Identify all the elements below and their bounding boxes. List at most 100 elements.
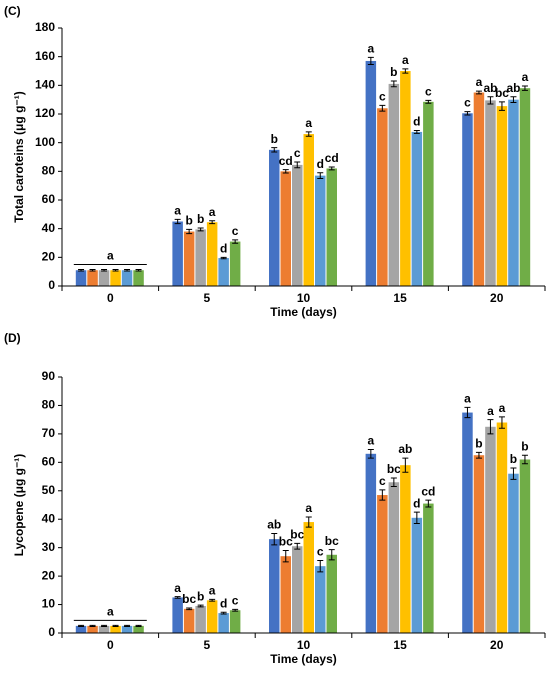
bar xyxy=(365,453,377,633)
group-letter: a xyxy=(107,604,114,618)
bar xyxy=(388,482,400,633)
bar xyxy=(473,455,485,633)
error-bar xyxy=(220,611,227,615)
significance-letter: b xyxy=(185,214,192,228)
significance-letter: c xyxy=(294,146,301,160)
significance-letter: ab xyxy=(267,518,281,532)
error-bar xyxy=(413,129,420,134)
significance-letter: a xyxy=(402,53,409,67)
bar xyxy=(218,258,229,286)
error-bar xyxy=(271,532,278,546)
error-bar xyxy=(510,96,517,104)
bar xyxy=(133,270,144,286)
significance-letter: b xyxy=(475,437,482,451)
significance-letter: c xyxy=(232,224,239,238)
error-bar xyxy=(209,598,216,602)
error-bar xyxy=(186,228,193,235)
y-tick-label: 20 xyxy=(42,568,56,582)
bar xyxy=(87,625,98,633)
bar xyxy=(269,149,280,286)
bar xyxy=(365,60,377,286)
significance-letter: b xyxy=(197,589,204,603)
significance-letter: ab xyxy=(398,442,412,456)
y-tick-label: 80 xyxy=(42,398,56,412)
bar xyxy=(508,99,519,287)
bar xyxy=(388,83,400,287)
bar xyxy=(423,503,434,633)
error-bar xyxy=(135,269,142,272)
significance-letter: ab xyxy=(483,81,497,95)
y-tick-label: 80 xyxy=(42,164,56,178)
error-bar xyxy=(379,104,386,112)
bar xyxy=(292,164,303,286)
bar xyxy=(496,422,508,633)
group-letter: a xyxy=(107,249,114,263)
bar xyxy=(496,106,508,286)
significance-letter: a xyxy=(368,42,375,56)
y-tick-label: 180 xyxy=(35,20,55,34)
significance-letter: d xyxy=(413,115,420,129)
significance-letter: c xyxy=(232,594,239,608)
error-bar xyxy=(294,161,301,169)
bar xyxy=(133,625,144,633)
error-bar xyxy=(464,111,471,116)
error-bar xyxy=(197,227,204,232)
x-tick-label: 0 xyxy=(107,638,114,652)
bar xyxy=(315,175,326,286)
bar xyxy=(377,495,388,633)
x-tick-label: 10 xyxy=(297,638,311,652)
bar xyxy=(485,426,496,633)
x-tick-label: 0 xyxy=(107,291,114,305)
bar xyxy=(280,171,291,286)
significance-letter: a xyxy=(305,501,312,515)
significance-letter: ab xyxy=(506,81,520,95)
significance-letter: bc xyxy=(325,534,339,548)
bar xyxy=(121,270,133,286)
error-bar xyxy=(328,166,335,171)
error-bar xyxy=(232,239,239,244)
significance-letter: bc xyxy=(387,462,401,476)
bar xyxy=(462,412,473,633)
bar xyxy=(292,546,303,633)
error-bar xyxy=(78,624,85,627)
significance-letter: a xyxy=(305,116,312,130)
y-tick-label: 60 xyxy=(42,192,56,206)
error-bar xyxy=(305,516,312,528)
error-bar xyxy=(197,604,204,608)
y-tick-label: 20 xyxy=(42,250,56,264)
error-bar xyxy=(112,269,119,272)
significance-letter: a xyxy=(209,205,216,219)
significance-letter: b xyxy=(197,212,204,226)
x-axis-label: Time (days) xyxy=(270,652,336,666)
error-bar xyxy=(390,477,397,488)
error-bar xyxy=(413,511,420,524)
significance-letter: a xyxy=(487,404,494,418)
error-bar xyxy=(232,608,239,612)
error-bar xyxy=(367,56,374,66)
significance-letter: a xyxy=(368,434,375,448)
error-bar xyxy=(317,172,324,179)
y-tick-label: 70 xyxy=(42,426,56,440)
error-bar xyxy=(174,218,181,225)
significance-letter: c xyxy=(317,545,324,559)
significance-letter: cd xyxy=(279,154,293,168)
bar xyxy=(110,270,121,286)
error-bar xyxy=(78,269,85,272)
significance-letter: a xyxy=(464,392,471,406)
error-bar xyxy=(425,499,432,508)
x-tick-label: 20 xyxy=(490,291,504,305)
error-bar xyxy=(390,80,397,88)
significance-letter: bc xyxy=(182,592,196,606)
significance-letter: bc xyxy=(290,528,304,542)
bar xyxy=(303,134,314,286)
bar xyxy=(519,88,531,286)
bar xyxy=(400,71,411,286)
x-tick-label: 5 xyxy=(204,638,211,652)
panel-label: (C) xyxy=(4,4,21,18)
bar xyxy=(473,92,485,286)
x-tick-label: 5 xyxy=(204,291,211,305)
error-bar xyxy=(498,416,505,429)
bar xyxy=(462,113,473,287)
error-bar xyxy=(135,624,142,627)
x-tick-label: 15 xyxy=(393,638,407,652)
